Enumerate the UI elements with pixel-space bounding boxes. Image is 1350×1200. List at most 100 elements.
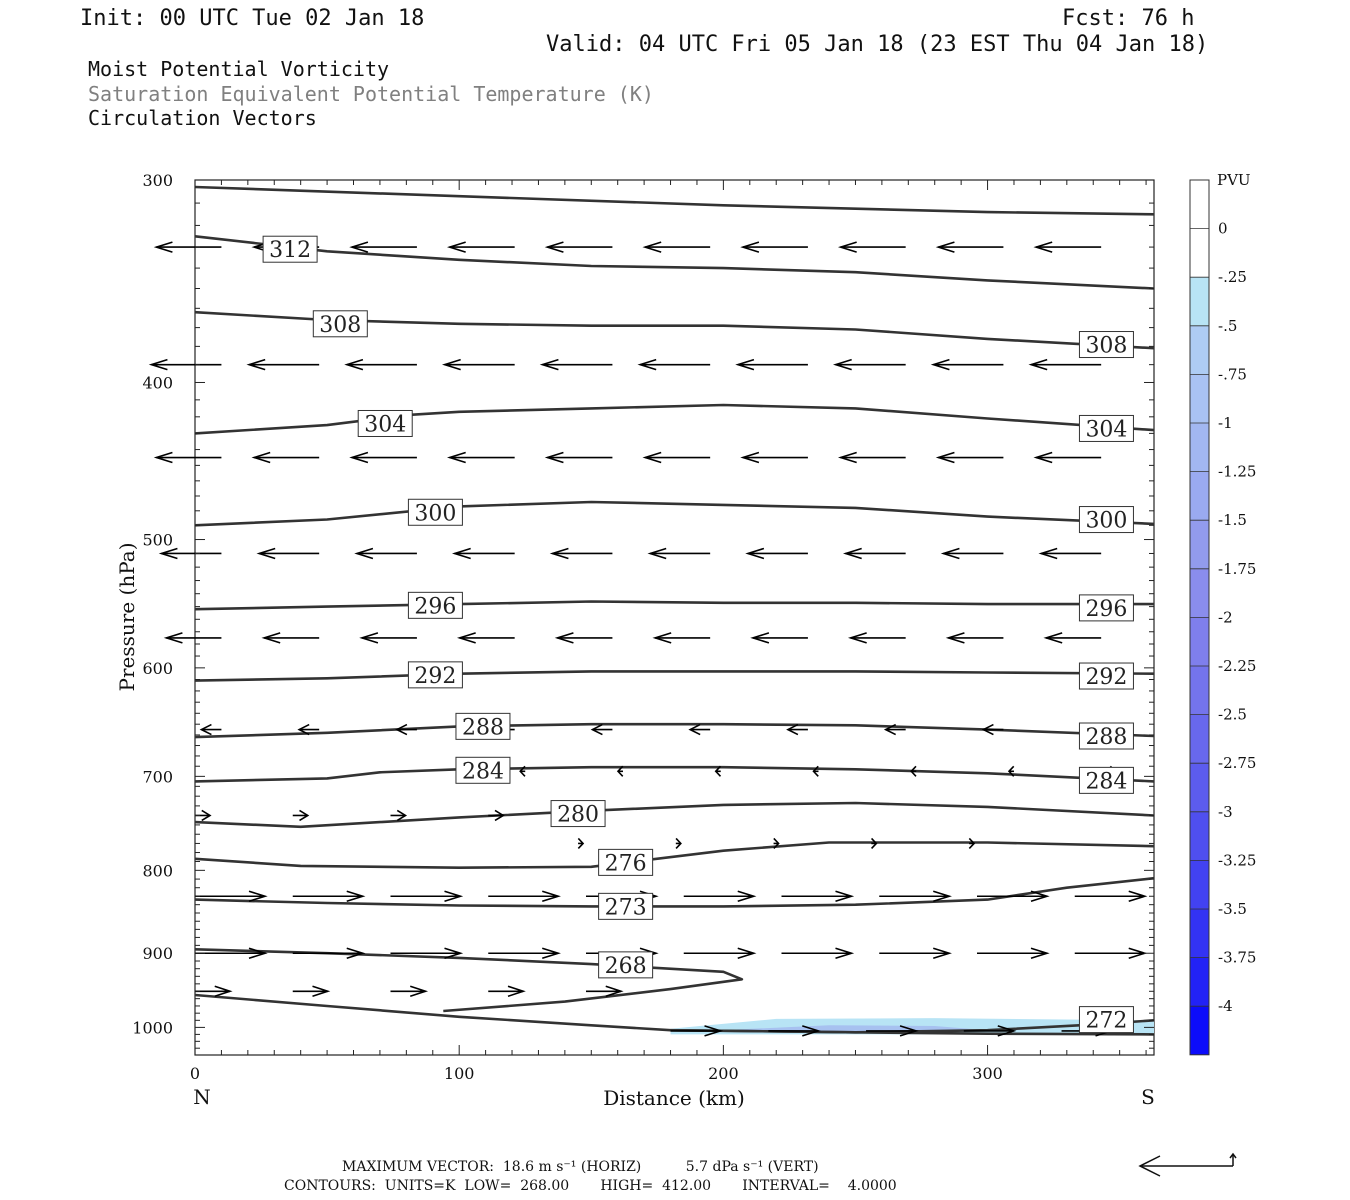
vector-head — [441, 358, 461, 371]
vector-arrow — [1033, 241, 1102, 253]
vector-arrow — [590, 723, 613, 736]
vector-arrow — [647, 547, 711, 560]
contour-label-box — [1078, 414, 1134, 442]
vector-arrow — [812, 765, 819, 777]
vector-arrow — [870, 837, 878, 849]
vector-arrow — [488, 985, 526, 998]
contour-label-text: 273 — [605, 895, 647, 920]
vector-arrow — [745, 547, 808, 560]
vector-head — [542, 947, 561, 960]
vector-arrow — [390, 890, 464, 903]
contour-label: 292 — [1078, 662, 1134, 690]
x-tick-label: 0 — [190, 1064, 200, 1083]
contour-label-text: 304 — [364, 412, 406, 437]
vector-head — [935, 451, 955, 464]
vector-head — [519, 765, 526, 777]
vector-arrow — [488, 890, 561, 903]
contour-label: 284 — [455, 756, 511, 784]
vector-head — [409, 985, 429, 998]
vector-arrow — [195, 890, 268, 903]
vector-head — [346, 890, 366, 903]
vector-arrow — [344, 358, 417, 371]
vector-head — [605, 985, 624, 998]
contour-label-box — [455, 756, 511, 784]
contour-272-11 — [194, 876, 1155, 908]
colorbar-label: -.5 — [1218, 317, 1237, 335]
contour-label-box — [407, 498, 463, 526]
colorbar-swatch — [1190, 374, 1209, 423]
contour-label-box — [1078, 766, 1134, 794]
vector-arrow — [251, 451, 320, 464]
contour-label-text: 280 — [557, 803, 599, 828]
vector-head — [354, 547, 374, 560]
colorbar-swatch — [1190, 860, 1209, 909]
pv-colorbar: PVU 0 -.25 -.5 -.75 -1 -1.25 -1.5 -1.75 -2 -2.25 -… — [1189, 171, 1256, 1056]
contour-label: 308 — [1078, 331, 1134, 359]
colorbar-swatch — [1190, 1006, 1209, 1055]
vector-arrow — [910, 765, 917, 777]
vector-arrow — [354, 547, 417, 560]
vector-arrow — [688, 723, 711, 736]
colorbar-swatch — [1190, 617, 1209, 666]
vector-arrow — [670, 1025, 724, 1037]
vector-head — [883, 723, 897, 736]
vector-arrow — [1043, 632, 1102, 644]
vector-arrow — [577, 837, 585, 849]
vector-arrow — [786, 723, 808, 736]
vector-head — [1038, 547, 1058, 560]
contour-label-text: 292 — [414, 664, 456, 689]
vector-head — [945, 632, 965, 644]
colorbar-swatch — [1190, 909, 1209, 958]
vector-arrow — [390, 985, 429, 998]
vector-head — [456, 632, 476, 644]
vector-arrow — [945, 632, 1004, 644]
vector-arrow — [1074, 890, 1148, 903]
vector-head — [933, 947, 952, 960]
vector-arrow — [456, 632, 515, 644]
vector-head — [740, 451, 760, 464]
contour-312-0 — [194, 185, 1155, 216]
colorbar-label: -.25 — [1218, 268, 1247, 286]
vector-head — [704, 1025, 724, 1037]
contour-268-12 — [194, 948, 744, 1013]
vector-arrow — [976, 947, 1050, 960]
field-title-vectors: Circulation Vectors — [88, 106, 317, 130]
colorbar-label: -3.5 — [1218, 900, 1247, 918]
vector-head — [544, 241, 564, 253]
contour-label-text: 292 — [1085, 665, 1127, 690]
vector-head — [832, 358, 852, 371]
vector-arrow — [837, 241, 906, 253]
x-axis-label: Distance (km) — [603, 1086, 745, 1110]
circulation-vectors — [148, 241, 1148, 1037]
forecast-hour: Fcst: 76 h — [1062, 6, 1194, 31]
vector-arrow — [395, 723, 417, 736]
vector-head — [1033, 241, 1053, 253]
contour-label: 272 — [1078, 1006, 1134, 1034]
vector-head — [1007, 765, 1015, 777]
theta-es-contours — [194, 185, 1155, 1036]
contour-300-4 — [194, 500, 1155, 527]
vector-head — [835, 947, 855, 960]
vector-arrow — [883, 723, 906, 736]
vector-head — [642, 241, 662, 253]
vector-arrow — [488, 809, 505, 822]
contour-label: 308 — [312, 310, 368, 338]
contour-label: 300 — [407, 498, 463, 526]
reference-vector — [1138, 1152, 1237, 1177]
vector-arrow — [390, 947, 464, 960]
vector-head — [637, 358, 657, 371]
contour-info-note: CONTOURS: UNITS=K LOW= 268.00 HIGH= 412.… — [284, 1178, 897, 1194]
contour-label-text: 288 — [1085, 725, 1127, 750]
contour-label: 296 — [407, 591, 463, 619]
vector-head — [616, 765, 624, 777]
colorbar-swatch — [1190, 520, 1209, 569]
contour-272-14 — [670, 1028, 1155, 1036]
vector-head — [158, 547, 178, 560]
vector-arrow — [981, 723, 1004, 736]
y-tick-label: 400 — [142, 373, 173, 392]
vector-arrow — [968, 837, 976, 849]
contour-label: 296 — [1078, 594, 1134, 622]
vector-head — [842, 547, 862, 560]
vector-arrow — [683, 890, 757, 903]
contour-label: 268 — [598, 951, 654, 979]
